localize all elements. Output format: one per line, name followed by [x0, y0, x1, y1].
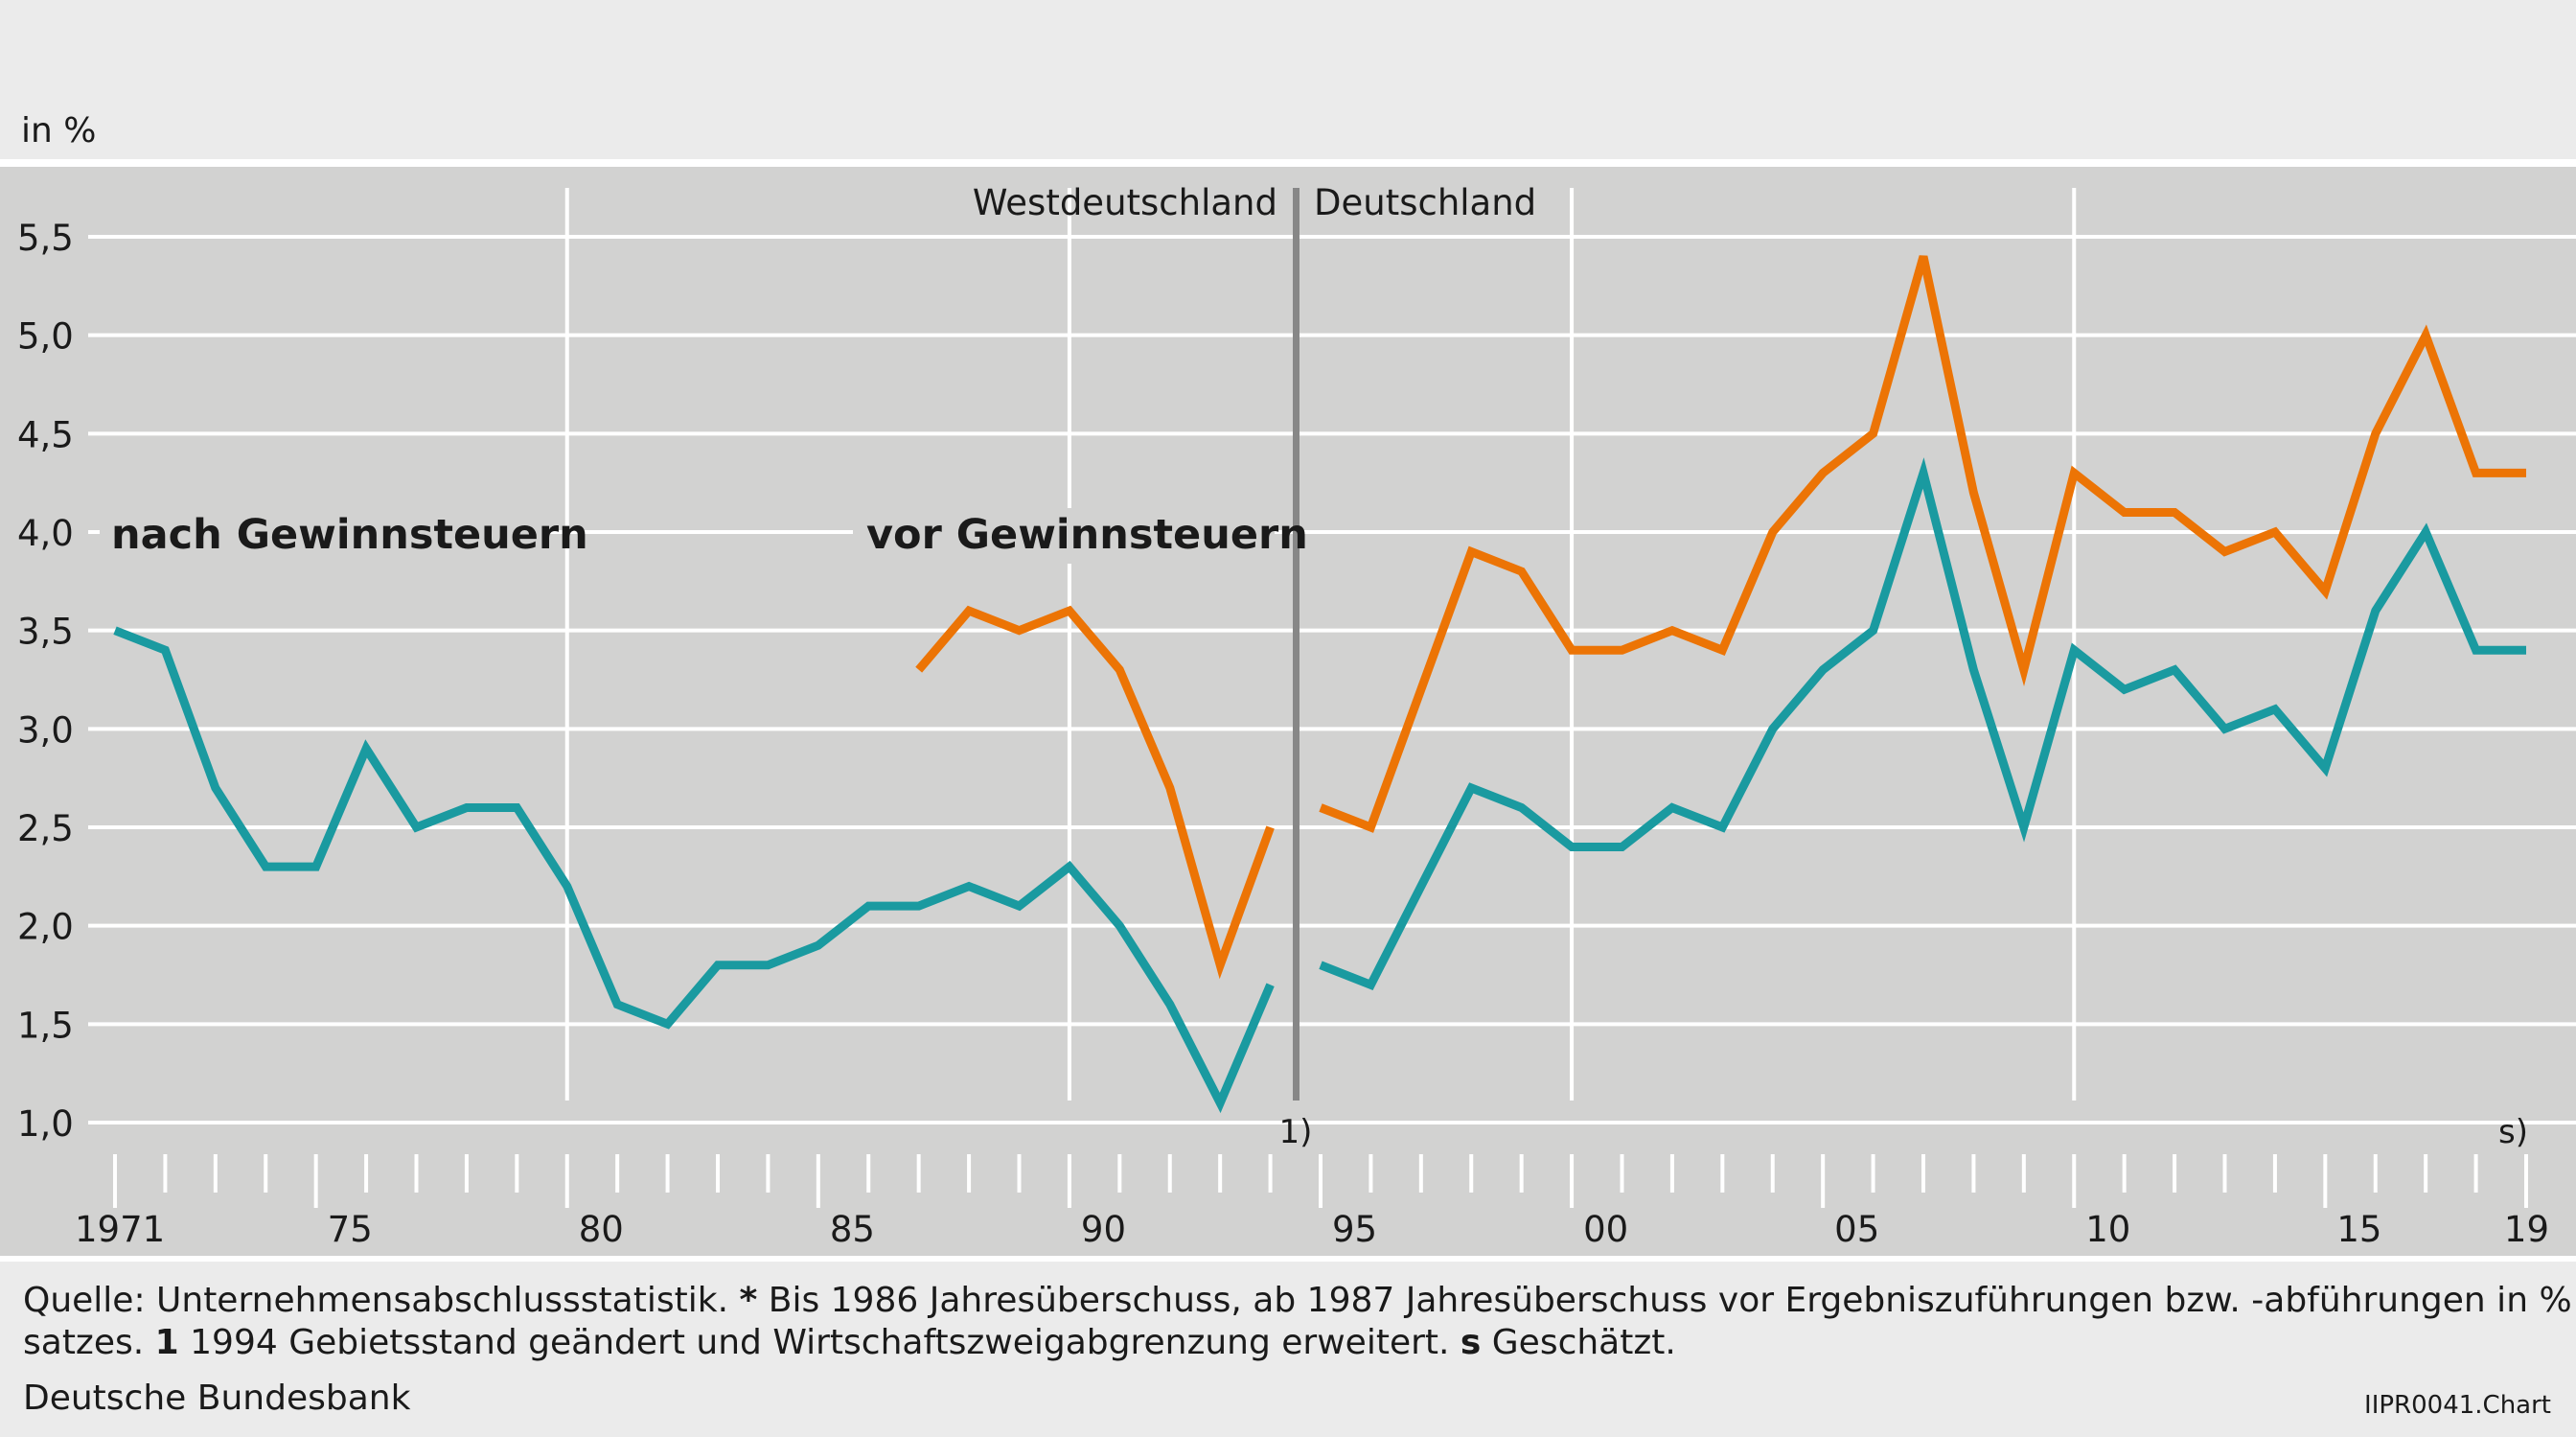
x-tick-labels: 1971 75 80 85 90 95 00 05 10 15 19: [75, 1209, 2549, 1250]
x-tick-label: 05: [1834, 1209, 1879, 1250]
y-tick-label: 4,5: [17, 414, 74, 455]
y-tick-label: 1,5: [17, 1005, 74, 1046]
footnote-s-marker: s: [1460, 1323, 1481, 1362]
series-label-nach-gewinnsteuern: nach Gewinnsteuern: [111, 511, 588, 559]
y-tick-label: 3,5: [17, 612, 74, 653]
bottom-rule: [0, 1256, 2576, 1262]
series-line-before-tax-segment-2: [1319, 255, 2526, 833]
series-line-after-tax-segment-1: [113, 626, 1275, 1114]
x-tick-label: 85: [830, 1209, 875, 1250]
x-tick-label: 1971: [75, 1209, 165, 1250]
break-marker-footnote: 1): [1279, 1113, 1313, 1151]
footnote-1-marker: 1: [155, 1323, 179, 1362]
break-line: [1293, 188, 1300, 1101]
horizontal-gridlines: [88, 235, 2576, 1124]
plot-panel: [0, 167, 2576, 1256]
top-rule: [0, 159, 2576, 167]
x-tick-label: 90: [1081, 1209, 1126, 1250]
x-tick-label: 19: [2504, 1209, 2549, 1250]
y-tick-label: 2,5: [17, 808, 74, 849]
chart-id-label: IIPR0041.Chart: [2364, 1391, 2551, 1420]
y-tick-label: 1,0: [17, 1103, 74, 1145]
footnote-s-text: Geschätzt.: [1481, 1323, 1675, 1362]
series-line-after-tax-segment-2: [1319, 457, 2526, 990]
series-label-bg-after-tax: [100, 508, 546, 564]
y-tick-label: 4,0: [17, 513, 74, 554]
footnote-star: *: [739, 1281, 757, 1320]
y-tick-label: 3,0: [17, 709, 74, 751]
y-unit-label: in %: [21, 111, 96, 151]
x-tick-label: 95: [1332, 1209, 1377, 1250]
series-lines: [113, 255, 2526, 1114]
x-tick-label: 80: [579, 1209, 624, 1250]
y-tick-label: 2,0: [17, 907, 74, 948]
x-tick-label: 10: [2085, 1209, 2130, 1250]
series-label-bg-before-tax: [853, 508, 1275, 564]
series-label-vor-gewinnsteuern: vor Gewinnsteuern: [866, 511, 1308, 559]
y-tick-label: 5,0: [17, 316, 74, 358]
y-tick-labels: 1,0 1,5 2,0 2,5 3,0 3,5 4,0 4,5 5,0 5,5: [17, 218, 74, 1145]
x-tick-label: 00: [1583, 1209, 1628, 1250]
y-tick-label: 5,5: [17, 218, 74, 259]
region-label-westdeutschland: Westdeutschland: [973, 182, 1277, 223]
x-tick-label: 15: [2336, 1209, 2381, 1250]
footnote-continuation: satzes.: [23, 1323, 155, 1362]
footnote-line-1: Quelle: Unternehmensabschlussstatistik. …: [23, 1281, 2576, 1320]
x-tick-label: 75: [328, 1209, 373, 1250]
footnote-source: Quelle: Unternehmensabschlussstatistik.: [23, 1281, 739, 1320]
publisher-label: Deutsche Bundesbank: [23, 1379, 411, 1418]
footnote-line-2: satzes. 1 1994 Gebietsstand geändert und…: [23, 1323, 1676, 1362]
series-line-before-tax-segment-1: [915, 605, 1275, 980]
footnote-star-text: Bis 1986 Jahresüberschuss, ab 1987 Jahre…: [757, 1281, 2576, 1320]
x-tick-marks: [113, 1154, 2528, 1208]
region-label-deutschland: Deutschland: [1314, 182, 1536, 223]
estimate-marker: s): [2498, 1113, 2528, 1151]
footnote-1-text: 1994 Gebietsstand geändert und Wirtschaf…: [179, 1323, 1460, 1362]
